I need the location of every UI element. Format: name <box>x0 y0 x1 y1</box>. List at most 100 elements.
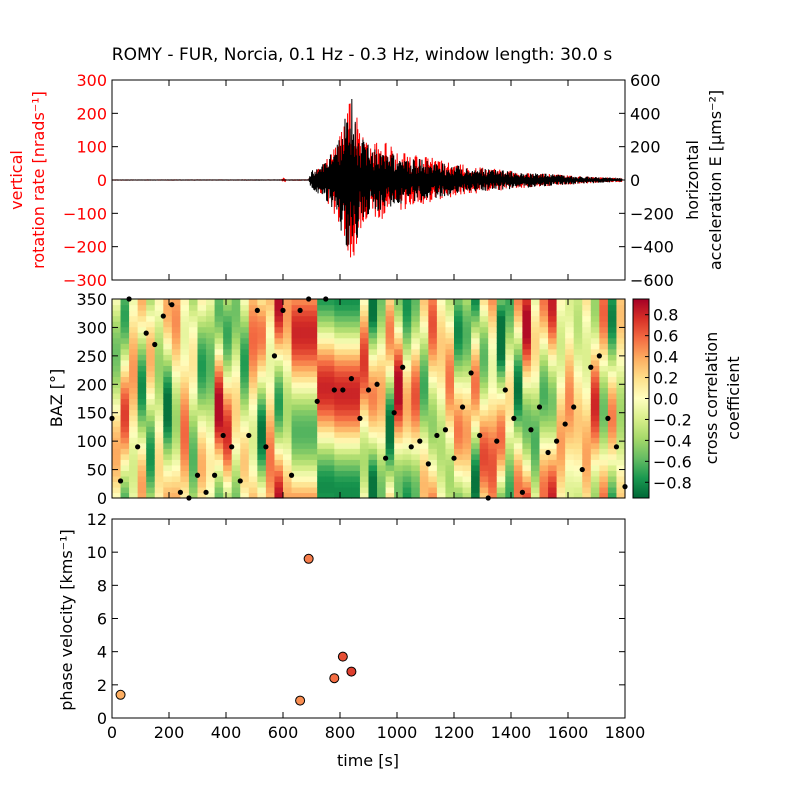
heatmap-cell <box>197 409 207 416</box>
heatmap-cell <box>283 326 293 333</box>
heatmap-cell <box>231 321 241 328</box>
heatmap-cell <box>231 415 241 422</box>
heatmap-cell <box>359 376 370 383</box>
heatmap-cell <box>599 448 609 455</box>
heatmap-cell <box>505 470 515 477</box>
heatmap-cell <box>505 392 515 400</box>
heatmap-cell <box>385 392 395 400</box>
heatmap-cell <box>513 442 523 449</box>
heatmap-cell <box>334 321 344 328</box>
heatmap-cell <box>428 486 438 494</box>
heatmap-cell <box>359 448 370 455</box>
heatmap-cell <box>454 326 464 333</box>
heatmap-cell <box>197 437 207 444</box>
max-correlation-point <box>194 472 201 478</box>
heatmap-cell <box>394 321 404 328</box>
heatmap-cell <box>342 310 352 317</box>
heatmap-cell <box>317 337 327 344</box>
heatmap-cell <box>479 404 489 411</box>
heatmap-cell <box>359 326 370 333</box>
heatmap-cell <box>197 376 207 383</box>
heatmap-cell <box>112 392 122 400</box>
heatmap-cell <box>180 326 190 333</box>
heatmap-cell <box>539 431 549 438</box>
colorbar-ticks: 0.80.60.40.20.0−0.2−0.4−0.6−0.8 <box>645 306 692 492</box>
heatmap-cell <box>112 437 122 444</box>
heatmap-cell <box>462 332 472 339</box>
heatmap-cell <box>308 332 318 339</box>
left-tick-label: 300 <box>76 71 107 90</box>
heatmap-cell <box>377 475 387 483</box>
heatmap-cell <box>223 365 233 372</box>
heatmap-cell <box>385 464 395 471</box>
heatmap-cell <box>171 420 181 427</box>
heatmap-cell <box>607 354 618 361</box>
heatmap-cell <box>112 481 122 488</box>
heatmap-cell <box>573 343 583 350</box>
heatmap-cell <box>120 376 130 383</box>
heatmap-cell <box>445 321 455 328</box>
heatmap-cell <box>582 299 592 306</box>
heatmap-cell <box>556 332 566 339</box>
heatmap-cell <box>599 359 609 366</box>
heatmap-cell <box>197 459 207 466</box>
heatmap-cell <box>334 437 344 444</box>
heatmap-cell <box>283 475 293 483</box>
heatmap-cell <box>248 486 258 494</box>
heatmap-cell <box>385 475 395 483</box>
heatmap-cell <box>163 431 173 438</box>
heatmap-cell <box>539 420 549 427</box>
heatmap-cell <box>231 453 241 460</box>
heatmap-cell <box>154 354 164 361</box>
heatmap-cell <box>351 299 361 306</box>
heatmap-cell <box>274 337 284 344</box>
heatmap-cell <box>274 343 284 350</box>
heatmap-cell <box>206 481 216 488</box>
heatmap-cell <box>240 415 250 422</box>
heatmap-cell <box>513 470 523 477</box>
heatmap-cell <box>428 415 438 422</box>
heatmap-cell <box>419 315 429 322</box>
heatmap-cell <box>445 387 455 394</box>
heatmap-cell <box>129 475 139 483</box>
heatmap-cell <box>488 370 498 377</box>
heatmap-cell <box>539 442 549 449</box>
heatmap-cell <box>325 326 335 333</box>
heatmap-cell <box>265 459 276 466</box>
heatmap-cell <box>556 359 566 366</box>
heatmap-cell <box>137 437 147 444</box>
heatmap-cell <box>411 299 421 306</box>
heatmap-cell <box>548 415 558 422</box>
heatmap-cell <box>342 475 352 483</box>
heatmap-cell <box>385 376 395 383</box>
heatmap-cell <box>231 420 241 427</box>
heatmap-cell <box>385 459 395 466</box>
heatmap-cell <box>129 453 139 460</box>
heatmap-cell <box>240 437 250 444</box>
heatmap-cell <box>214 370 224 377</box>
heatmap-cell <box>137 332 147 339</box>
heatmap-cell <box>419 492 429 499</box>
heatmap-cell <box>462 415 472 422</box>
heatmap-cell <box>120 321 130 328</box>
heatmap-cell <box>590 332 600 339</box>
heatmap-cell <box>394 392 404 400</box>
heatmap-cell <box>180 431 190 438</box>
heatmap-cell <box>342 354 352 361</box>
heatmap-cell <box>112 365 122 372</box>
heatmap-cell <box>471 431 481 438</box>
heatmap-cell <box>223 326 233 333</box>
heatmap-cell <box>325 464 335 471</box>
heatmap-cell <box>214 426 224 433</box>
heatmap-cell <box>496 348 506 355</box>
heatmap-cell <box>359 299 370 306</box>
heatmap-cell <box>146 470 156 477</box>
heatmap-cell <box>402 332 412 339</box>
heatmap-cell <box>137 299 147 306</box>
heatmap-cell <box>539 409 549 416</box>
heatmap-cell <box>317 420 327 427</box>
heatmap-cell <box>223 415 233 422</box>
heatmap-cell <box>171 310 181 317</box>
heatmap-cell <box>556 354 566 361</box>
